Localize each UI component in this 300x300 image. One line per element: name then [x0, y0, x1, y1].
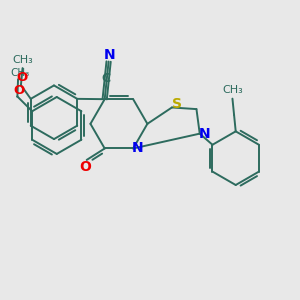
Text: N: N	[199, 127, 210, 141]
Text: N: N	[132, 141, 143, 155]
Text: O: O	[14, 84, 25, 97]
Text: O: O	[79, 160, 91, 174]
Text: CH₃: CH₃	[13, 55, 34, 65]
Text: CH₃: CH₃	[222, 85, 243, 95]
Text: O: O	[16, 71, 28, 84]
Text: CH₃: CH₃	[10, 68, 29, 78]
Text: S: S	[172, 97, 182, 110]
Text: C: C	[101, 72, 110, 85]
Text: N: N	[103, 48, 115, 62]
